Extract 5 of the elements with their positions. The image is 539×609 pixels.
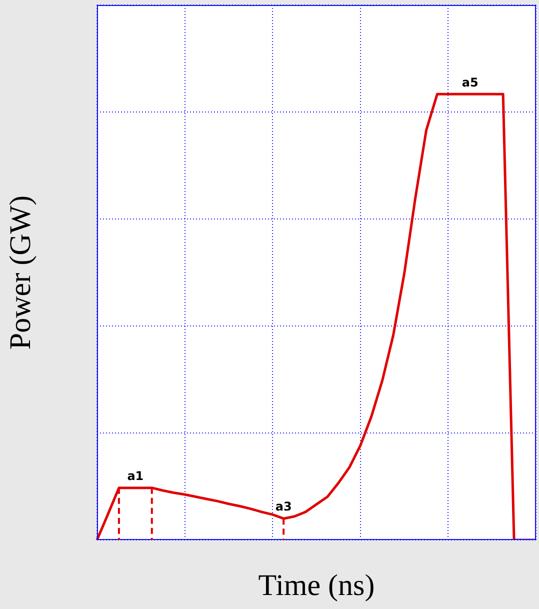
annotation: a5 <box>462 75 478 90</box>
x-axis-title: Time (ns) <box>258 568 375 602</box>
annotation: a1 <box>127 468 144 483</box>
annotation: a3 <box>275 500 292 514</box>
y-axis-title: Power (GW) <box>4 195 37 350</box>
